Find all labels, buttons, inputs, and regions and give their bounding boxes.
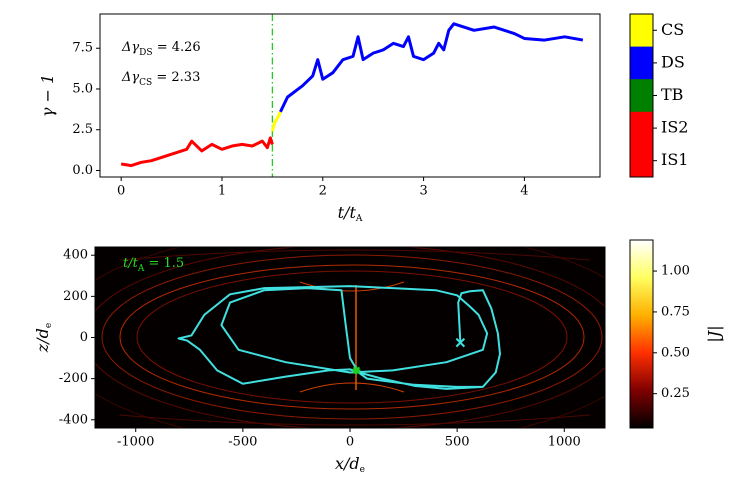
y-tick-label: 200 [63, 289, 88, 304]
annotation-sub: DS [139, 48, 152, 58]
data-line [279, 22, 584, 113]
plot-frame [99, 13, 601, 178]
annotation: t/tA = 1.5 [123, 256, 184, 274]
x-axis-label-main: t/t [338, 203, 357, 222]
y-tick-label: -400 [59, 412, 88, 427]
x-tick-label: 1 [218, 184, 226, 199]
y-tick-label: -200 [59, 371, 88, 386]
annotation-main: Δγ [121, 70, 139, 85]
colorbar-label: IS1 [661, 150, 688, 169]
x-tick-label: 500 [445, 435, 470, 450]
colorbar-segment [630, 111, 653, 145]
x-tick-label: 4 [520, 184, 528, 199]
colorbar-tick-label: 1.00 [661, 264, 690, 279]
x-tick-label: -500 [228, 435, 257, 450]
colorbar-tick-label: 0.75 [661, 304, 690, 319]
colorbar-tick-label: 0.25 [661, 386, 690, 401]
annotation-rest: = 2.33 [152, 70, 200, 85]
colorbar-frame [629, 13, 654, 178]
y-tick-label: 0 [80, 330, 88, 345]
annotation-main: Δγ [121, 40, 139, 55]
annotation-rest: = 1.5 [144, 256, 184, 271]
x-tick-label: 0 [346, 435, 354, 450]
colorbar-label: DS [661, 52, 685, 71]
annotation-main: t/t [123, 256, 139, 271]
x-axis-label-sub: e [360, 465, 365, 475]
colorbar-tick-label: 0.50 [661, 345, 690, 360]
y-tick-label: 7.5 [72, 41, 93, 56]
x-tick-label: 0 [117, 184, 125, 199]
heatmap-image [95, 247, 605, 428]
x-axis-label-main: x/d [335, 454, 360, 473]
colorbar-label: TB [661, 85, 683, 104]
y-tick-label: 2.5 [72, 122, 93, 137]
y-axis-label-main: z/d [33, 328, 52, 353]
data-line [177, 285, 501, 390]
colorbar-label: IS2 [661, 118, 688, 137]
y-axis-label-main: γ − 1 [38, 74, 57, 117]
annotation: ΔγCS = 2.33 [121, 70, 200, 88]
colorbar-segment [630, 14, 653, 48]
annotation-sub: A [137, 264, 145, 274]
data-line [120, 136, 274, 168]
x-axis-label: t/tA [338, 203, 363, 224]
y-axis-label-sub: e [44, 323, 54, 328]
colorbar-segment [630, 46, 653, 80]
annotation: ΔγDS = 4.26 [121, 40, 201, 58]
y-tick-label: 0.0 [72, 163, 93, 178]
plot-frame [94, 246, 606, 429]
x-tick-label: 1000 [548, 435, 581, 450]
y-axis-label: γ − 1 [38, 74, 57, 117]
marker [352, 366, 361, 375]
colorbar-label: |J| [705, 325, 724, 342]
x-tick-label: 2 [319, 184, 327, 199]
y-axis-label: z/de [33, 323, 54, 353]
annotation-sub: CS [139, 78, 152, 88]
colorbar-segment [630, 144, 653, 178]
x-tick-label: -1000 [117, 435, 154, 450]
colorbar-label: CS [661, 20, 684, 39]
colorbar-segment [630, 79, 653, 113]
x-tick-label: 3 [419, 184, 427, 199]
marker [455, 337, 466, 348]
y-tick-label: 5.0 [72, 81, 93, 96]
x-axis-label-sub: A [355, 214, 363, 224]
data-line [270, 111, 282, 132]
colorbar [629, 239, 654, 429]
x-axis-label: x/de [335, 454, 365, 475]
y-tick-label: 400 [63, 248, 88, 263]
annotation-rest: = 4.26 [153, 40, 201, 55]
